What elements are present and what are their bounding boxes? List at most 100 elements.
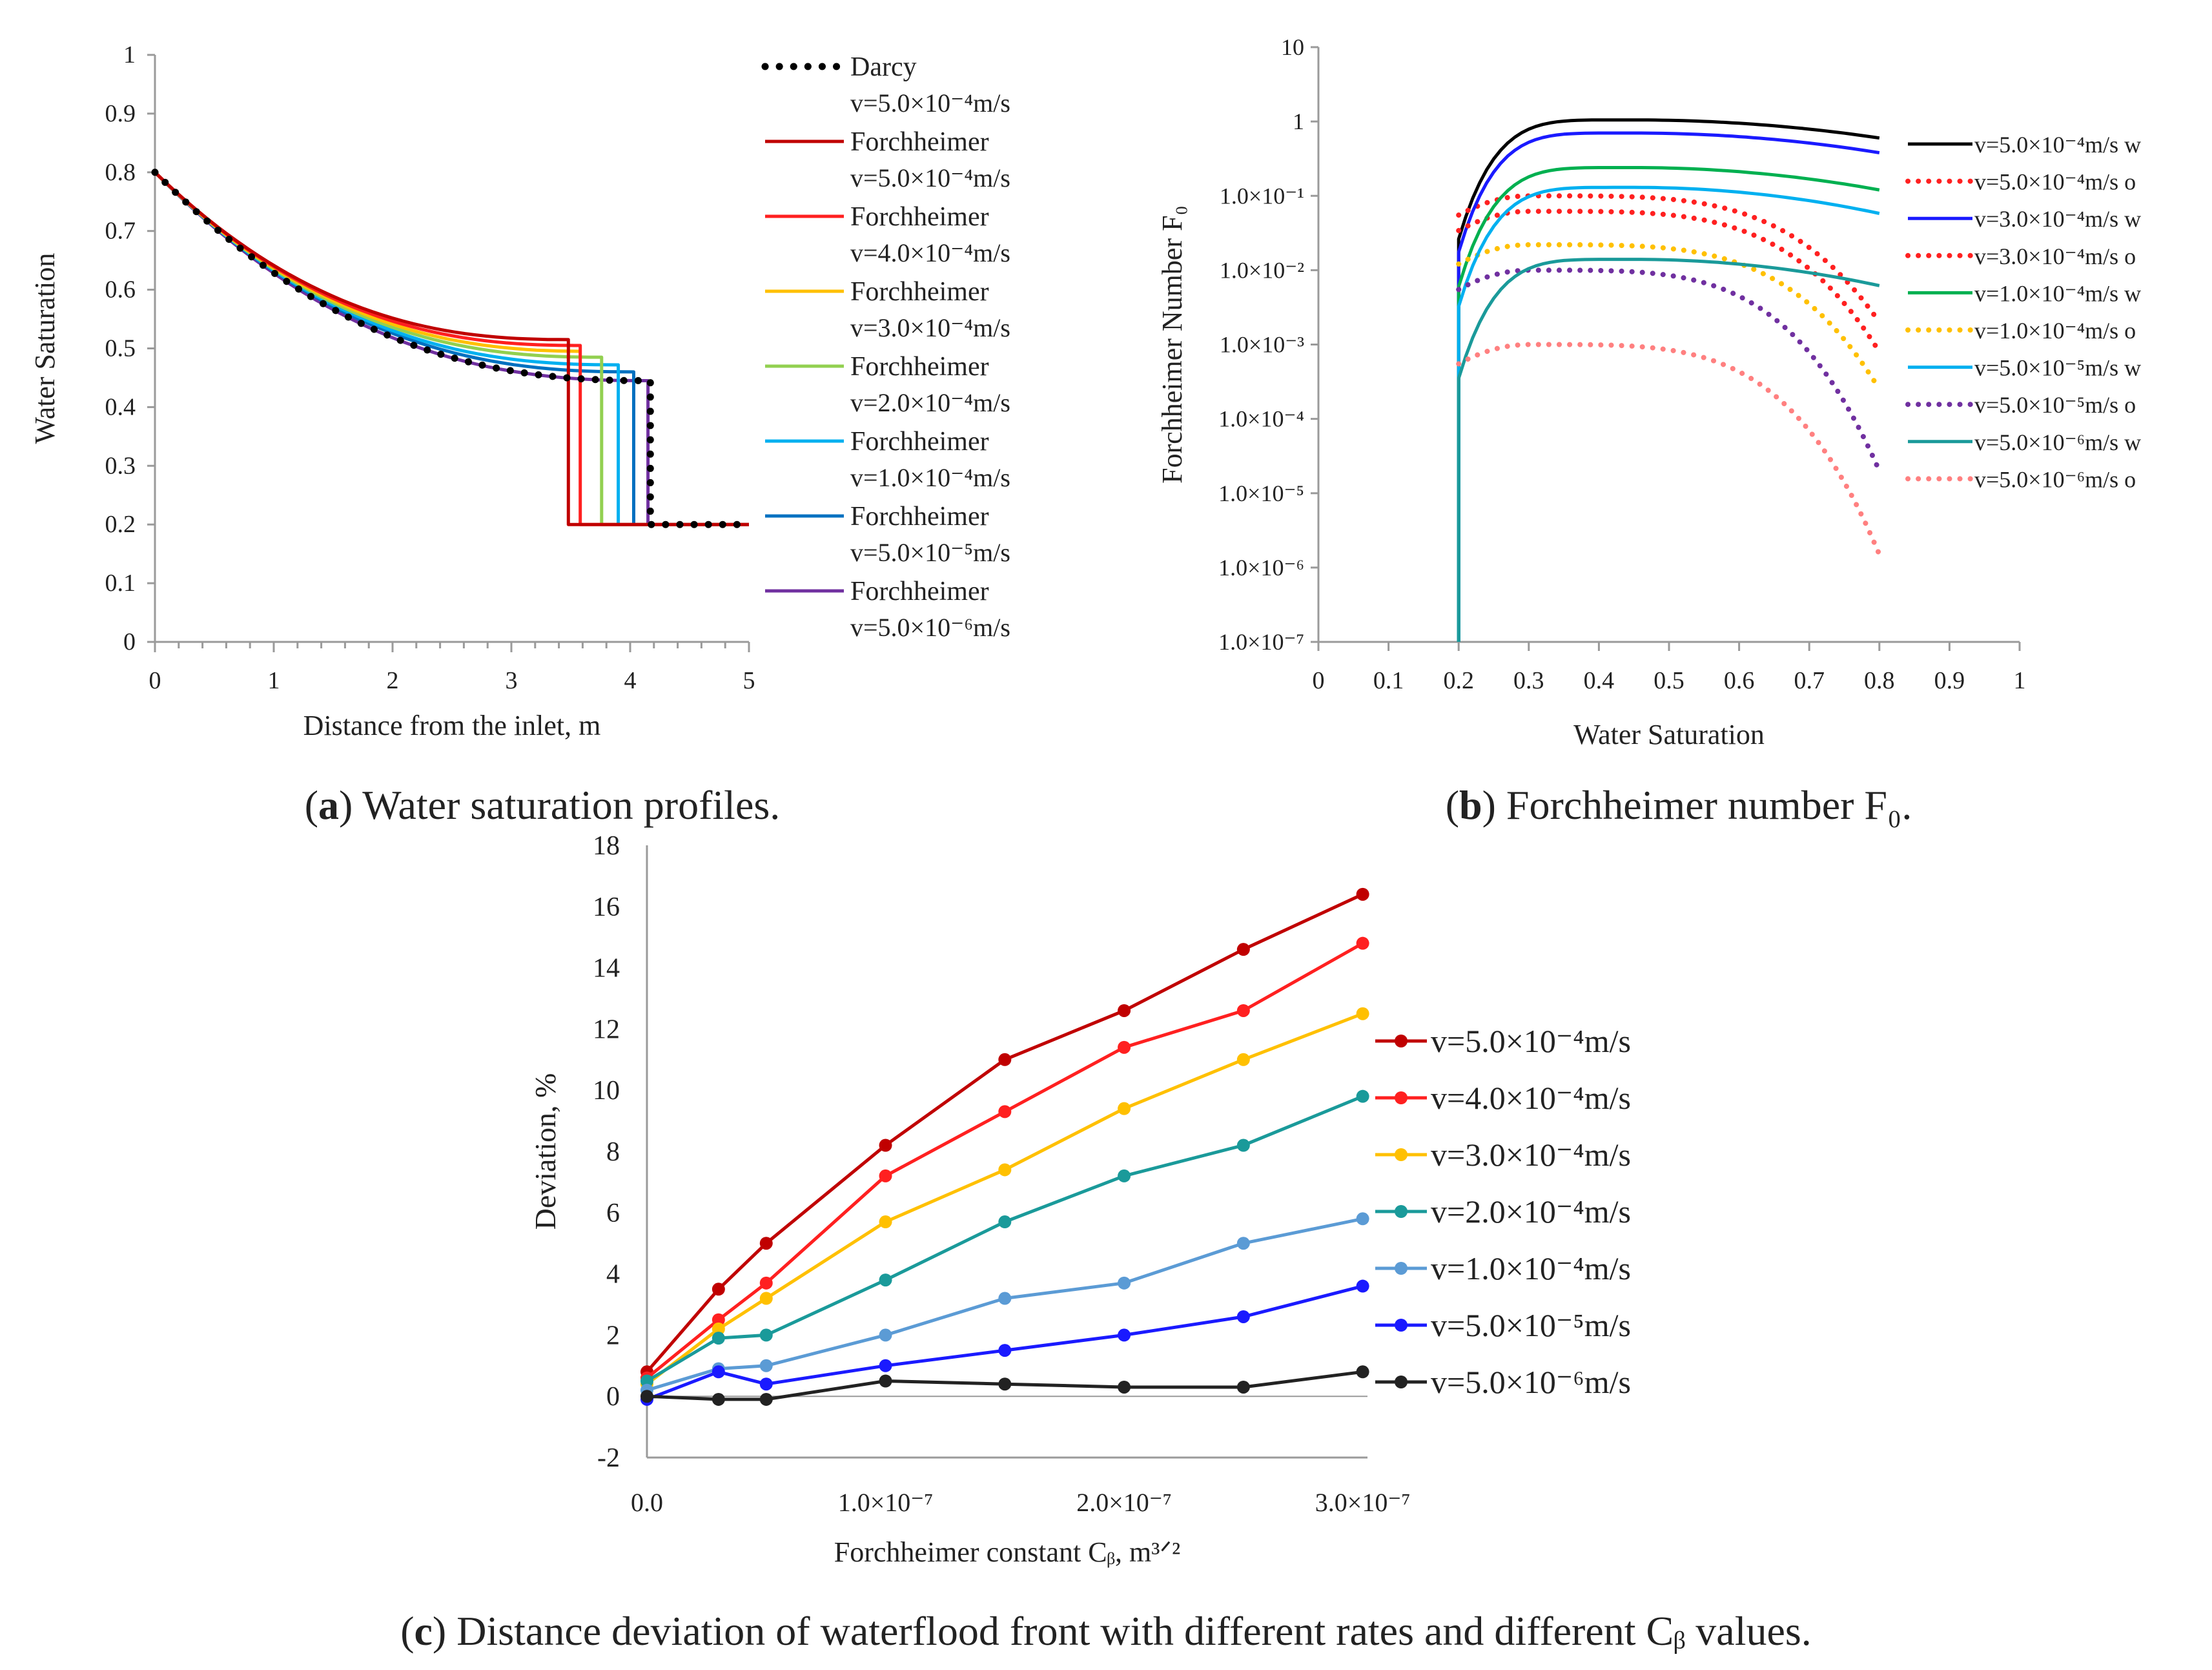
series-line	[646, 1370, 1363, 1401]
x-tick-label: 0.4	[1584, 667, 1615, 694]
x-tick-label: 0.9	[1934, 667, 1965, 694]
x-tick-label: 0.5	[1654, 667, 1685, 694]
y-tick-label: 0.9	[105, 100, 136, 127]
x-axis-label: Forchheimer constant Cᵦ, m³ᐟ²	[834, 1536, 1180, 1568]
x-tick-label: 0.2	[1443, 667, 1474, 694]
data-point	[1118, 1328, 1131, 1342]
x-tick-label: 0	[1313, 667, 1325, 694]
y-tick-label: 1.0×10⁻⁵	[1218, 480, 1304, 506]
data-point	[1118, 1380, 1131, 1394]
x-tick-label: 3	[506, 667, 518, 694]
legend-rate: v=5.0×10⁻⁴m/s	[850, 88, 1010, 118]
data-point	[998, 1215, 1012, 1229]
series-line	[646, 1284, 1364, 1401]
data-point	[998, 1377, 1012, 1391]
legend-label: v=3.0×10⁻⁴m/s o	[1974, 243, 2136, 269]
y-tick-label: 0.2	[105, 511, 136, 538]
legend-rate: v=3.0×10⁻⁴m/s	[850, 313, 1010, 342]
y-axis-label: Water Saturation	[29, 253, 61, 444]
data-point	[879, 1374, 892, 1388]
y-tick-label: 0	[123, 628, 136, 655]
y-tick-label: 12	[593, 1015, 620, 1044]
y-tick-label: 4	[606, 1260, 620, 1290]
x-tick-label: 1	[268, 667, 280, 694]
caption-text: ) Distance deviation of waterflood front…	[433, 1608, 1812, 1654]
legend-label: v=5.0×10⁻⁴m/s	[1431, 1023, 1631, 1059]
x-tick-label: 2.0×10⁻⁷	[1076, 1488, 1172, 1517]
data-point	[1356, 887, 1369, 901]
data-point	[1236, 1237, 1250, 1250]
legend-label: v=1.0×10⁻⁴m/s	[1431, 1250, 1631, 1286]
data-point	[879, 1359, 892, 1372]
y-tick-label: 0.8	[105, 159, 136, 186]
data-point	[1118, 1004, 1131, 1017]
x-axis-label: Water Saturation	[1573, 719, 1765, 750]
x-tick-label: 0.0	[631, 1488, 663, 1517]
data-point	[759, 1359, 773, 1372]
y-tick-label: 1.0×10⁻²	[1220, 257, 1304, 283]
legend-name: Forchheimer	[850, 127, 989, 157]
legend-marker	[1395, 1091, 1408, 1104]
data-point	[879, 1139, 892, 1152]
legend-name: Forchheimer	[850, 202, 989, 232]
data-point	[1356, 1089, 1369, 1103]
series-line	[646, 892, 1364, 1373]
data-point	[1118, 1276, 1131, 1290]
series-oil	[1456, 342, 1882, 557]
legend-marker	[1395, 1376, 1408, 1388]
y-tick-label: 1.0×10⁻¹	[1220, 183, 1304, 209]
legend-rate: v=5.0×10⁻⁵m/s	[850, 538, 1010, 567]
data-point	[1118, 1040, 1131, 1054]
data-point	[879, 1215, 892, 1229]
legend-label: v=5.0×10⁻⁶m/s w	[1974, 429, 2141, 455]
legend-rate: v=2.0×10⁻⁴m/s	[850, 388, 1010, 417]
legend-name: Forchheimer	[850, 352, 989, 382]
data-point	[759, 1377, 773, 1391]
legend-label: v=5.0×10⁻⁶m/s o	[1974, 466, 2136, 492]
y-tick-label: 1.0×10⁻⁶	[1218, 555, 1304, 581]
data-point	[1236, 1004, 1250, 1017]
data-point	[759, 1328, 773, 1342]
panel-caption: (a) Water saturation profiles.	[305, 782, 781, 828]
legend-label: v=4.0×10⁻⁴m/s	[1431, 1080, 1631, 1116]
panel-c-deviation: -2 0 2 4 6 8 10 12 14 16 18 0.0 1.0×10⁻⁷ 2.0×10⁻⁷ 3.0×…	[400, 831, 1812, 1654]
panel-a-water-saturation: 0 0.1 0.2 0.3 0.4 0.5 0.6 0.7 0.8 0.9 1 0 1 2 3 4 5 Dista…	[29, 41, 1010, 828]
data-point	[759, 1292, 773, 1305]
y-tick-label: 1.0×10⁻⁴	[1218, 406, 1304, 432]
series-line	[154, 171, 749, 526]
data-point	[1236, 1380, 1250, 1394]
legend-rate: v=4.0×10⁻⁴m/s	[850, 238, 1010, 267]
y-tick-label: 14	[593, 954, 620, 984]
data-point	[759, 1392, 773, 1406]
caption-paren: (	[1446, 782, 1459, 828]
series-water	[1457, 185, 1880, 642]
series-line	[646, 942, 1364, 1379]
y-tick-label: 1	[123, 41, 136, 68]
legend-name: Forchheimer	[850, 577, 989, 606]
legend-name: Darcy	[850, 52, 917, 82]
y-tick-label: 18	[593, 831, 620, 861]
data-point	[712, 1332, 725, 1345]
series-line	[646, 1095, 1364, 1383]
x-tick-label: 0.1	[1373, 667, 1404, 694]
series-line	[646, 1217, 1364, 1392]
data-point	[1118, 1169, 1131, 1182]
x-tick-label: 1	[2014, 667, 2026, 694]
x-tick-label: 3.0×10⁻⁷	[1315, 1488, 1411, 1517]
series-oil	[1456, 267, 1882, 474]
legend-label: v=1.0×10⁻⁴m/s o	[1974, 318, 2136, 344]
y-tick-label: 6	[606, 1199, 620, 1228]
x-tick-label: 5	[743, 667, 755, 694]
legend-label: v=1.0×10⁻⁴m/s w	[1974, 280, 2141, 306]
y-tick-label: 0	[606, 1382, 620, 1412]
caption-text: ) Water saturation profiles.	[339, 782, 780, 828]
series-water	[1457, 118, 1880, 642]
data-point	[879, 1273, 892, 1287]
y-tick-label: 10	[593, 1076, 620, 1106]
y-tick-label: -2	[597, 1443, 620, 1473]
legend-rate: v=1.0×10⁻⁴m/s	[850, 463, 1010, 492]
x-tick-label: 0	[149, 667, 161, 694]
x-tick-label: 1.0×10⁻⁷	[838, 1488, 934, 1517]
legend-label: v=3.0×10⁻⁴m/s w	[1974, 206, 2141, 232]
panel-caption: (b) Forchheimer number F₀.	[1446, 782, 1912, 828]
